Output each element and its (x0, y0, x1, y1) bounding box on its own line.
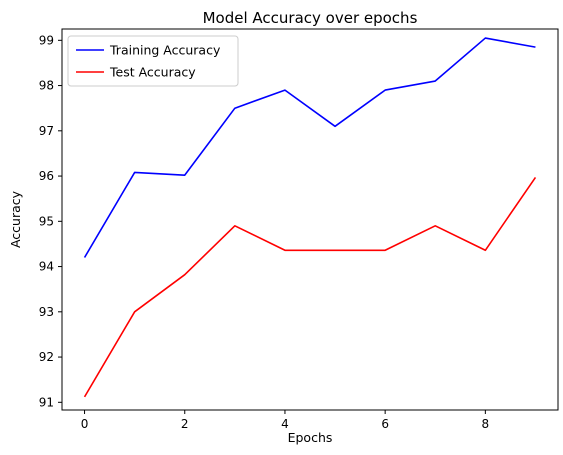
y-axis: 91 92 93 94 95 96 97 98 99 (39, 33, 62, 409)
series-layer (83, 37, 537, 398)
x-tick-label: 0 (81, 417, 89, 431)
chart-title: Model Accuracy over epochs (203, 9, 418, 27)
x-axis-label: Epochs (288, 430, 333, 445)
legend-label: Test Accuracy (109, 65, 196, 80)
x-tick-label: 6 (381, 417, 389, 431)
y-tick-label: 99 (39, 33, 54, 47)
y-tick-label: 96 (39, 169, 54, 183)
x-tick-label: 8 (482, 417, 490, 431)
series-line-training-accuracy (83, 37, 536, 258)
legend: Training Accuracy Test Accuracy (67, 35, 239, 87)
x-axis: 0 2 4 6 8 (81, 410, 489, 431)
plot-frame (61, 28, 559, 411)
y-tick-label: 93 (39, 305, 54, 319)
legend-label: Training Accuracy (109, 43, 221, 58)
legend-box (67, 35, 239, 87)
y-tick-label: 98 (39, 79, 54, 93)
plot-area (61, 28, 559, 411)
y-tick-label: 95 (39, 214, 54, 228)
y-axis-label: Accuracy (8, 190, 23, 248)
y-tick-label: 91 (39, 395, 54, 409)
y-tick-label: 94 (39, 260, 54, 274)
x-tick-label: 4 (281, 417, 289, 431)
y-tick-label: 92 (39, 350, 54, 364)
x-tick-label: 2 (181, 417, 189, 431)
y-tick-label: 97 (39, 124, 54, 138)
series-line-test-accuracy (83, 176, 537, 398)
